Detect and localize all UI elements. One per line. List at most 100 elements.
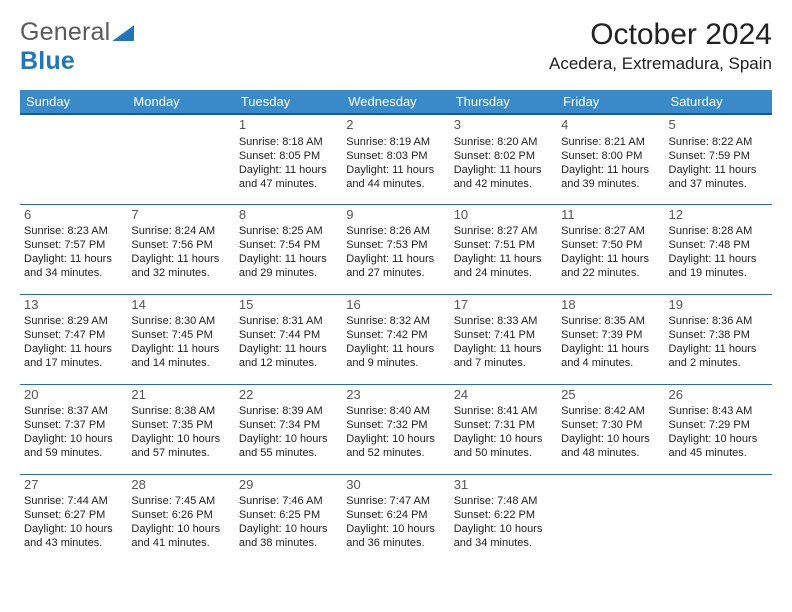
sunset-line: Sunset: 7:37 PM bbox=[24, 418, 123, 432]
calendar-cell: 16Sunrise: 8:32 AMSunset: 7:42 PMDayligh… bbox=[342, 294, 449, 384]
brand-triangle-icon bbox=[112, 25, 134, 41]
calendar-table: SundayMondayTuesdayWednesdayThursdayFrid… bbox=[20, 90, 772, 564]
daylight-line: Daylight: 11 hours and 4 minutes. bbox=[561, 342, 660, 370]
sunset-line: Sunset: 7:56 PM bbox=[131, 238, 230, 252]
calendar-row: 27Sunrise: 7:44 AMSunset: 6:27 PMDayligh… bbox=[20, 474, 772, 564]
calendar-cell: 27Sunrise: 7:44 AMSunset: 6:27 PMDayligh… bbox=[20, 474, 127, 564]
day-number: 28 bbox=[131, 477, 230, 494]
sunset-line: Sunset: 7:31 PM bbox=[454, 418, 553, 432]
sunrise-line: Sunrise: 8:27 AM bbox=[561, 224, 660, 238]
daylight-line: Daylight: 11 hours and 37 minutes. bbox=[669, 163, 768, 191]
sunrise-line: Sunrise: 8:41 AM bbox=[454, 404, 553, 418]
day-number: 17 bbox=[454, 297, 553, 314]
calendar-row: 1Sunrise: 8:18 AMSunset: 8:05 PMDaylight… bbox=[20, 114, 772, 204]
day-number: 15 bbox=[239, 297, 338, 314]
daylight-line: Daylight: 10 hours and 55 minutes. bbox=[239, 432, 338, 460]
sunset-line: Sunset: 7:50 PM bbox=[561, 238, 660, 252]
day-number: 29 bbox=[239, 477, 338, 494]
sunrise-line: Sunrise: 8:43 AM bbox=[669, 404, 768, 418]
sunset-line: Sunset: 7:34 PM bbox=[239, 418, 338, 432]
page-title: October 2024 bbox=[549, 18, 772, 52]
sunrise-line: Sunrise: 8:29 AM bbox=[24, 314, 123, 328]
calendar-cell: 17Sunrise: 8:33 AMSunset: 7:41 PMDayligh… bbox=[450, 294, 557, 384]
calendar-body: 1Sunrise: 8:18 AMSunset: 8:05 PMDaylight… bbox=[20, 114, 772, 564]
sunset-line: Sunset: 6:25 PM bbox=[239, 508, 338, 522]
sunrise-line: Sunrise: 8:38 AM bbox=[131, 404, 230, 418]
sunset-line: Sunset: 7:38 PM bbox=[669, 328, 768, 342]
day-number: 18 bbox=[561, 297, 660, 314]
calendar-cell: 2Sunrise: 8:19 AMSunset: 8:03 PMDaylight… bbox=[342, 114, 449, 204]
day-number: 22 bbox=[239, 387, 338, 404]
sunset-line: Sunset: 7:45 PM bbox=[131, 328, 230, 342]
weekday-header: Saturday bbox=[665, 90, 772, 114]
daylight-line: Daylight: 10 hours and 36 minutes. bbox=[346, 522, 445, 550]
brand-name: GeneralBlue bbox=[20, 18, 135, 76]
calendar-cell: 3Sunrise: 8:20 AMSunset: 8:02 PMDaylight… bbox=[450, 114, 557, 204]
calendar-cell: 15Sunrise: 8:31 AMSunset: 7:44 PMDayligh… bbox=[235, 294, 342, 384]
calendar-cell: 30Sunrise: 7:47 AMSunset: 6:24 PMDayligh… bbox=[342, 474, 449, 564]
sunset-line: Sunset: 6:24 PM bbox=[346, 508, 445, 522]
sunrise-line: Sunrise: 8:27 AM bbox=[454, 224, 553, 238]
calendar-cell: 6Sunrise: 8:23 AMSunset: 7:57 PMDaylight… bbox=[20, 204, 127, 294]
sunset-line: Sunset: 7:51 PM bbox=[454, 238, 553, 252]
weekday-header: Tuesday bbox=[235, 90, 342, 114]
daylight-line: Daylight: 10 hours and 38 minutes. bbox=[239, 522, 338, 550]
daylight-line: Daylight: 10 hours and 57 minutes. bbox=[131, 432, 230, 460]
sunset-line: Sunset: 7:53 PM bbox=[346, 238, 445, 252]
daylight-line: Daylight: 11 hours and 39 minutes. bbox=[561, 163, 660, 191]
day-number: 2 bbox=[346, 117, 445, 134]
sunset-line: Sunset: 7:59 PM bbox=[669, 149, 768, 163]
sunset-line: Sunset: 6:27 PM bbox=[24, 508, 123, 522]
sunrise-line: Sunrise: 8:42 AM bbox=[561, 404, 660, 418]
day-number: 21 bbox=[131, 387, 230, 404]
location: Acedera, Extremadura, Spain bbox=[549, 54, 772, 74]
calendar-cell bbox=[557, 474, 664, 564]
sunset-line: Sunset: 7:41 PM bbox=[454, 328, 553, 342]
day-number: 27 bbox=[24, 477, 123, 494]
sunset-line: Sunset: 8:00 PM bbox=[561, 149, 660, 163]
weekday-header: Wednesday bbox=[342, 90, 449, 114]
daylight-line: Daylight: 10 hours and 43 minutes. bbox=[24, 522, 123, 550]
sunrise-line: Sunrise: 8:28 AM bbox=[669, 224, 768, 238]
day-number: 23 bbox=[346, 387, 445, 404]
sunset-line: Sunset: 7:29 PM bbox=[669, 418, 768, 432]
day-number: 20 bbox=[24, 387, 123, 404]
sunset-line: Sunset: 8:03 PM bbox=[346, 149, 445, 163]
brand-name-a: General bbox=[20, 18, 110, 46]
daylight-line: Daylight: 10 hours and 34 minutes. bbox=[454, 522, 553, 550]
sunrise-line: Sunrise: 8:32 AM bbox=[346, 314, 445, 328]
daylight-line: Daylight: 11 hours and 47 minutes. bbox=[239, 163, 338, 191]
daylight-line: Daylight: 10 hours and 59 minutes. bbox=[24, 432, 123, 460]
calendar-cell: 10Sunrise: 8:27 AMSunset: 7:51 PMDayligh… bbox=[450, 204, 557, 294]
sunset-line: Sunset: 7:47 PM bbox=[24, 328, 123, 342]
title-block: October 2024 Acedera, Extremadura, Spain bbox=[549, 18, 772, 74]
calendar-cell: 9Sunrise: 8:26 AMSunset: 7:53 PMDaylight… bbox=[342, 204, 449, 294]
calendar-cell: 22Sunrise: 8:39 AMSunset: 7:34 PMDayligh… bbox=[235, 384, 342, 474]
daylight-line: Daylight: 11 hours and 9 minutes. bbox=[346, 342, 445, 370]
calendar-cell: 14Sunrise: 8:30 AMSunset: 7:45 PMDayligh… bbox=[127, 294, 234, 384]
daylight-line: Daylight: 10 hours and 41 minutes. bbox=[131, 522, 230, 550]
calendar-cell: 11Sunrise: 8:27 AMSunset: 7:50 PMDayligh… bbox=[557, 204, 664, 294]
sunrise-line: Sunrise: 8:24 AM bbox=[131, 224, 230, 238]
calendar-cell: 18Sunrise: 8:35 AMSunset: 7:39 PMDayligh… bbox=[557, 294, 664, 384]
daylight-line: Daylight: 11 hours and 32 minutes. bbox=[131, 252, 230, 280]
calendar-cell: 24Sunrise: 8:41 AMSunset: 7:31 PMDayligh… bbox=[450, 384, 557, 474]
header: GeneralBlue October 2024 Acedera, Extrem… bbox=[20, 18, 772, 76]
brand-logo: GeneralBlue bbox=[20, 18, 135, 76]
calendar-cell: 25Sunrise: 8:42 AMSunset: 7:30 PMDayligh… bbox=[557, 384, 664, 474]
sunrise-line: Sunrise: 8:25 AM bbox=[239, 224, 338, 238]
day-number: 26 bbox=[669, 387, 768, 404]
daylight-line: Daylight: 11 hours and 2 minutes. bbox=[669, 342, 768, 370]
sunset-line: Sunset: 7:39 PM bbox=[561, 328, 660, 342]
calendar-cell bbox=[20, 114, 127, 204]
sunrise-line: Sunrise: 7:46 AM bbox=[239, 494, 338, 508]
daylight-line: Daylight: 11 hours and 34 minutes. bbox=[24, 252, 123, 280]
calendar-cell: 29Sunrise: 7:46 AMSunset: 6:25 PMDayligh… bbox=[235, 474, 342, 564]
daylight-line: Daylight: 11 hours and 29 minutes. bbox=[239, 252, 338, 280]
calendar-row: 13Sunrise: 8:29 AMSunset: 7:47 PMDayligh… bbox=[20, 294, 772, 384]
day-number: 12 bbox=[669, 207, 768, 224]
day-number: 9 bbox=[346, 207, 445, 224]
sunrise-line: Sunrise: 8:19 AM bbox=[346, 135, 445, 149]
sunrise-line: Sunrise: 7:48 AM bbox=[454, 494, 553, 508]
day-number: 7 bbox=[131, 207, 230, 224]
